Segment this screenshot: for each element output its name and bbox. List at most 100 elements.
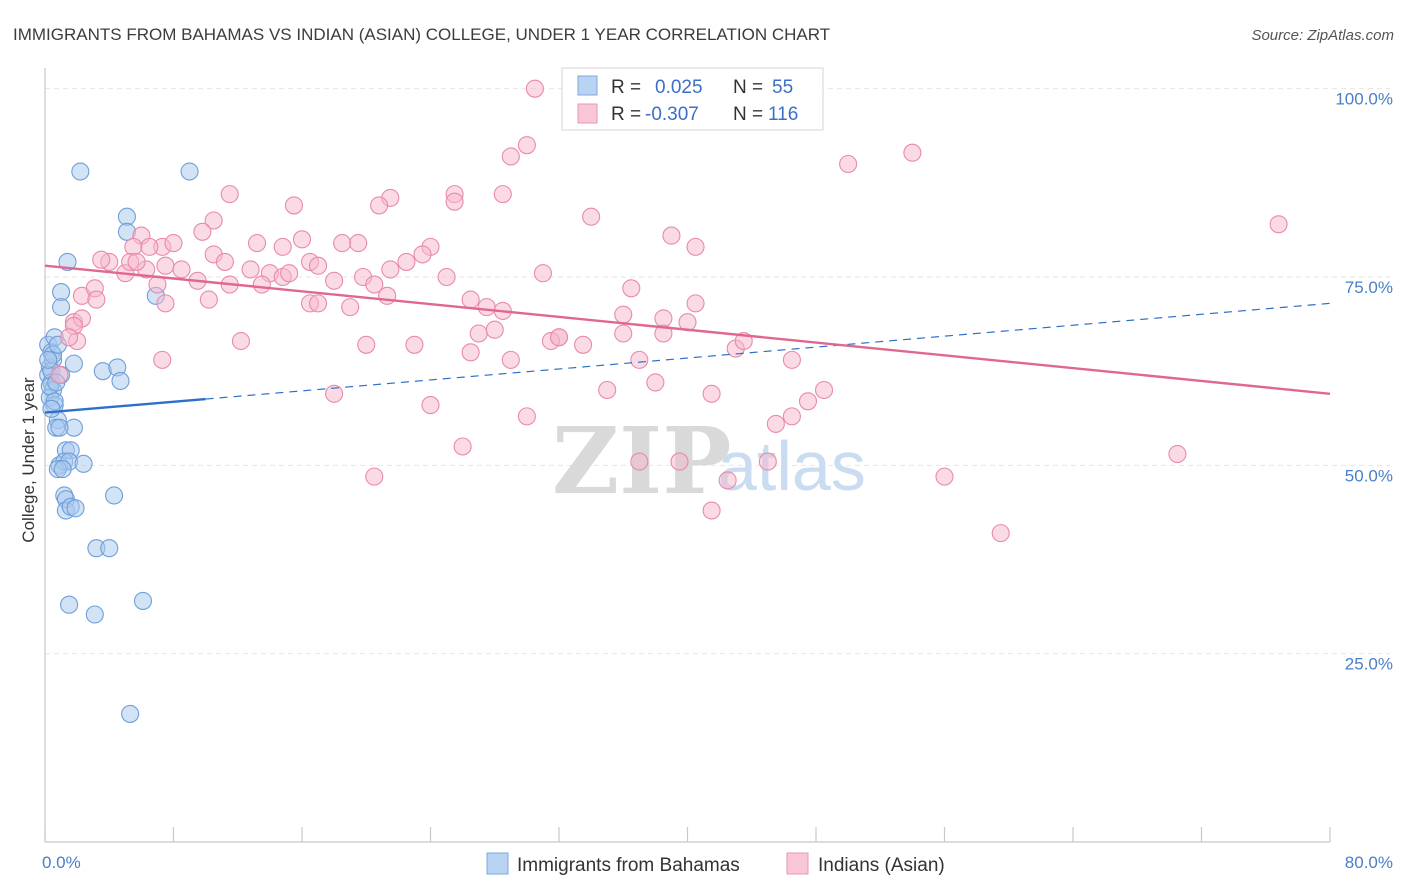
indian-point — [453, 437, 472, 456]
indian-point — [437, 267, 456, 287]
indian-point — [247, 234, 267, 253]
bahamas-point — [66, 499, 85, 518]
indian-point — [525, 79, 544, 98]
indian-point — [381, 260, 400, 279]
indian-point — [622, 279, 641, 298]
indian-point — [325, 384, 344, 403]
indian-point — [702, 384, 721, 403]
y-tick-label: 50.0% — [1345, 466, 1393, 485]
bahamas-point — [71, 162, 90, 181]
indian-point — [193, 222, 212, 241]
legend-r-value-indian: -0.307 — [645, 104, 699, 125]
stats-legend: R = 0.025 N = 55 R = -0.307 N = 116 — [561, 67, 824, 131]
y-tick-label: 25.0% — [1345, 655, 1393, 674]
indian-point — [501, 350, 520, 369]
indian-point — [140, 237, 159, 256]
legend-n-value-indian: 116 — [768, 104, 798, 125]
legend-n-label-indian: N = — [733, 104, 763, 125]
chart-source: Source: ZipAtlas.com — [1251, 27, 1394, 44]
indian-point — [646, 373, 665, 392]
bahamas-point — [53, 460, 72, 479]
indian-point — [341, 298, 360, 317]
bahamas-point — [111, 371, 130, 391]
y-axis-label: College, Under 1 year — [19, 377, 38, 543]
indian-point — [935, 467, 954, 486]
indian-point — [501, 147, 520, 166]
indian-point — [309, 256, 328, 275]
bottom-legend: Immigrants from Bahamas Indians (Asian) — [486, 852, 945, 876]
indian-point — [405, 335, 424, 354]
y-tick-labels: 25.0% 50.0% 75.0% 100.0% — [1335, 90, 1393, 674]
indian-point — [461, 343, 480, 362]
indian-point — [273, 237, 292, 256]
indian-point — [156, 256, 175, 275]
indian-point — [87, 290, 106, 309]
indian-point — [654, 324, 673, 343]
indian-point — [1269, 215, 1288, 234]
series-bahamas-points — [39, 162, 199, 723]
indian-point — [370, 196, 389, 215]
y-tick-label: 100.0% — [1335, 90, 1393, 109]
indian-point — [241, 260, 260, 279]
x-axis-ticks — [44, 827, 1331, 842]
indian-point — [991, 524, 1010, 543]
indian-point — [533, 264, 552, 283]
bahamas-point — [105, 486, 124, 505]
indian-point — [469, 324, 488, 343]
indian-point — [199, 290, 218, 309]
indian-point — [127, 252, 146, 271]
indian-point — [421, 396, 440, 415]
indian-point — [153, 350, 172, 369]
trend-line-indian — [44, 264, 1331, 395]
grid-lines — [45, 88, 1390, 655]
bahamas-point — [50, 418, 69, 437]
indian-point — [231, 331, 251, 351]
legend-swatch-bahamas — [577, 75, 598, 96]
indian-point — [215, 252, 234, 271]
bahamas-point — [52, 283, 71, 302]
indian-point — [280, 264, 299, 283]
bottom-legend-swatch-bahamas — [486, 852, 509, 875]
bottom-legend-label-indian: Indians (Asian) — [818, 855, 945, 876]
indian-point — [574, 335, 593, 354]
bahamas-point — [52, 298, 71, 317]
bahamas-point — [58, 252, 77, 271]
indian-point — [782, 407, 801, 426]
indian-point — [445, 192, 464, 211]
bottom-legend-label-bahamas: Immigrants from Bahamas — [517, 855, 740, 876]
indian-point — [284, 196, 304, 215]
indian-point — [782, 350, 801, 369]
indian-point — [598, 380, 617, 400]
indian-point — [1168, 444, 1187, 464]
bahamas-point — [64, 354, 83, 373]
bahamas-point — [180, 162, 199, 181]
bahamas-point — [133, 591, 153, 610]
indian-point — [485, 320, 504, 339]
bahamas-point — [39, 350, 58, 369]
indian-point — [686, 294, 705, 313]
indian-point — [349, 234, 368, 253]
indian-point — [309, 294, 328, 313]
indian-point — [662, 226, 681, 245]
indian-point — [686, 237, 705, 256]
watermark: ZIP atlas — [552, 407, 866, 515]
indian-point — [614, 324, 633, 343]
legend-r-label-bahamas: R = — [611, 77, 641, 98]
indian-point — [670, 452, 689, 471]
indian-point — [365, 467, 384, 486]
bahamas-point — [60, 595, 79, 614]
x-tick-label-min: 0.0% — [42, 853, 81, 872]
indian-point — [630, 452, 649, 471]
legend-swatch-indian — [577, 103, 598, 124]
bahamas-point — [100, 539, 119, 558]
indian-point — [164, 234, 183, 253]
indian-point — [839, 154, 858, 174]
trend-line-bahamas-extension — [205, 302, 1331, 400]
indian-point — [702, 501, 721, 520]
bahamas-point — [85, 605, 104, 624]
indian-point — [365, 275, 384, 294]
indian-point — [204, 211, 223, 230]
indian-point — [92, 250, 111, 269]
series-indian-points — [50, 79, 1288, 543]
